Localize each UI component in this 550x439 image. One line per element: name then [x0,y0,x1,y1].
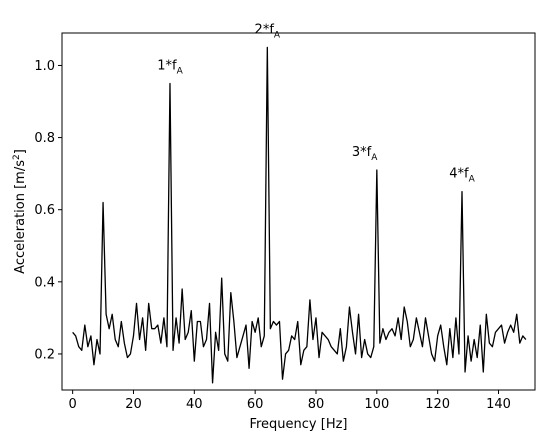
peak-annotation: 2*fA [255,22,281,40]
x-tick-label: 120 [425,397,450,412]
y-axis-label: Acceleration [m/s2] [12,149,28,274]
x-tick-label: 80 [308,397,325,412]
x-tick-label: 0 [69,397,77,412]
y-tick-label: 0.6 [34,203,55,218]
y-tick-label: 1.0 [34,59,55,74]
x-tick-label: 60 [247,397,264,412]
spectrum-series [72,46,527,384]
x-tick-label: 100 [364,397,389,412]
y-tick-label: 0.4 [34,275,55,290]
peak-annotation: 4*fA [449,167,475,185]
x-tick-label: 40 [186,397,203,412]
y-tick-label: 0.8 [34,131,55,146]
plot-frame [61,32,536,391]
peak-annotation: 1*fA [157,58,183,76]
x-axis-label: Frequency [Hz] [249,417,347,432]
x-tick-label: 20 [125,397,142,412]
x-tick-label: 140 [486,397,511,412]
y-axis-label-close: ] [13,149,28,154]
peak-annotation: 3*fA [352,145,378,163]
y-axis-label-exponent: 2 [12,154,22,160]
harmonic-annotations: 1*fA 2*fA 3*fA 4*fA [157,22,475,184]
y-axis-ticks: 0.2 0.4 0.6 0.8 1.0 [34,59,62,362]
x-axis-ticks: 0 20 40 60 80 100 120 140 [69,390,511,412]
series-line [72,46,527,384]
y-tick-label: 0.2 [34,347,55,362]
y-axis-label-main: Acceleration [m/s [13,160,28,274]
